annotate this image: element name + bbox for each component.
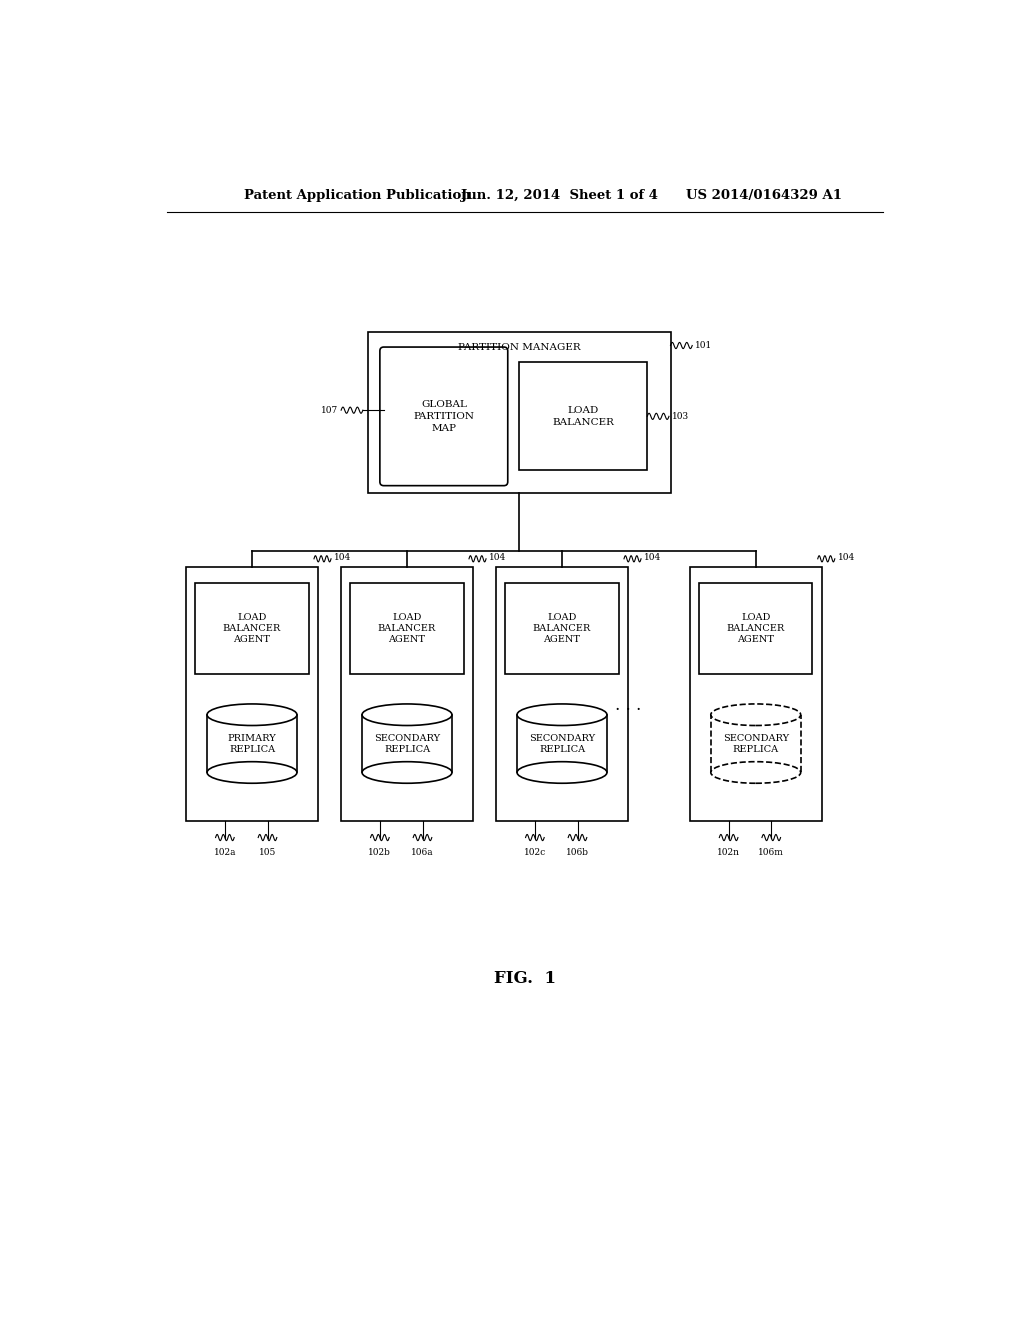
Text: PRIMARY
REPLICA: PRIMARY REPLICA — [227, 734, 276, 754]
Text: LOAD
BALANCER
AGENT: LOAD BALANCER AGENT — [223, 614, 282, 644]
Text: LOAD
BALANCER
AGENT: LOAD BALANCER AGENT — [532, 614, 591, 644]
Text: SECONDARY
REPLICA: SECONDARY REPLICA — [723, 734, 788, 754]
Bar — [369, 331, 671, 494]
FancyBboxPatch shape — [380, 347, 508, 486]
Bar — [711, 714, 801, 772]
Text: 107: 107 — [321, 405, 338, 414]
Bar — [207, 714, 297, 772]
Text: LOAD
BALANCER: LOAD BALANCER — [552, 407, 614, 426]
Text: 104: 104 — [644, 553, 662, 562]
Bar — [699, 583, 812, 675]
Text: 106b: 106b — [566, 847, 589, 857]
Text: 102c: 102c — [523, 847, 546, 857]
Text: 104: 104 — [334, 553, 351, 562]
Text: PARTITION MANAGER: PARTITION MANAGER — [458, 343, 581, 351]
Ellipse shape — [362, 704, 452, 726]
Text: 104: 104 — [489, 553, 507, 562]
Text: 102a: 102a — [214, 847, 237, 857]
Ellipse shape — [207, 762, 297, 783]
Bar — [690, 566, 821, 821]
Text: FIG.  1: FIG. 1 — [494, 970, 556, 987]
Ellipse shape — [362, 762, 452, 783]
Bar — [517, 714, 607, 772]
Bar — [350, 583, 464, 675]
Text: LOAD
BALANCER
AGENT: LOAD BALANCER AGENT — [727, 614, 784, 644]
Text: 103: 103 — [672, 412, 689, 421]
Ellipse shape — [517, 704, 607, 726]
Bar — [362, 714, 452, 772]
Bar — [341, 566, 473, 821]
Text: Patent Application Publication: Patent Application Publication — [245, 189, 471, 202]
Bar — [519, 363, 647, 470]
Ellipse shape — [711, 704, 801, 726]
Text: US 2014/0164329 A1: US 2014/0164329 A1 — [686, 189, 842, 202]
Text: 102n: 102n — [717, 847, 740, 857]
Text: SECONDARY
REPLICA: SECONDARY REPLICA — [374, 734, 440, 754]
Text: SECONDARY
REPLICA: SECONDARY REPLICA — [529, 734, 595, 754]
Text: GLOBAL
PARTITION
MAP: GLOBAL PARTITION MAP — [414, 400, 474, 433]
Text: 102b: 102b — [369, 847, 391, 857]
Text: 106m: 106m — [759, 847, 784, 857]
Text: 106a: 106a — [412, 847, 434, 857]
Text: Jun. 12, 2014  Sheet 1 of 4: Jun. 12, 2014 Sheet 1 of 4 — [461, 189, 658, 202]
Ellipse shape — [517, 762, 607, 783]
Ellipse shape — [711, 762, 801, 783]
Text: 104: 104 — [838, 553, 855, 562]
Text: 105: 105 — [259, 847, 276, 857]
Bar — [496, 566, 628, 821]
Text: LOAD
BALANCER
AGENT: LOAD BALANCER AGENT — [378, 614, 436, 644]
Bar — [196, 583, 308, 675]
Bar — [186, 566, 317, 821]
Ellipse shape — [207, 704, 297, 726]
Text: 101: 101 — [695, 341, 713, 350]
Bar — [506, 583, 618, 675]
Text: . . .: . . . — [614, 697, 641, 714]
